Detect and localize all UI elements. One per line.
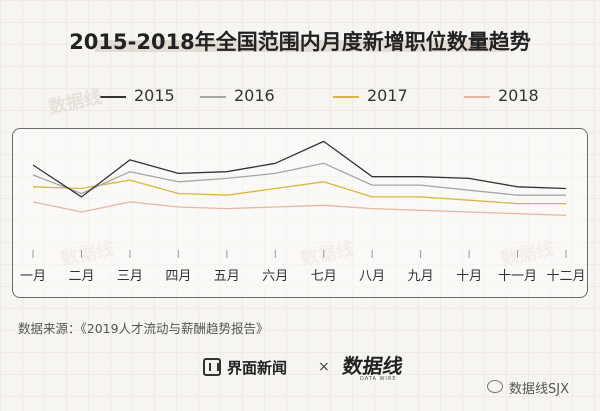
x-tick-label: 六月 [262,269,288,284]
x-tick-label: 七月 [311,269,337,284]
series-line-2017 [32,179,566,205]
legend-swatch [100,96,126,98]
legend-swatch [200,96,226,98]
legend-label: 2017 [367,86,408,105]
legend-label: 2018 [498,86,539,105]
wechat-account-label: 数据线SJX [509,382,569,397]
series-line-2015 [32,140,567,198]
x-tick-label: 十二月 [546,269,585,284]
x-tick-label: 十一月 [498,269,537,284]
data-source: 数据来源：《2019人才流动与薪酬趋势报告》 [18,321,269,336]
legend: 2015 2016 2017 2018 [0,84,600,110]
brand-jiemian-label: 界面新闻 [227,359,288,377]
x-tick-label: 八月 [359,269,385,284]
wechat-icon [487,380,503,393]
legend-label: 2016 [234,86,275,105]
x-tick-label: 一月 [20,269,46,284]
series-line-2016 [32,162,566,196]
separator-x: × [318,359,330,375]
x-tick-label: 九月 [408,269,434,284]
brand-datawire-sub: DATA WIRE [360,376,397,382]
x-tick-label: 四月 [165,269,191,284]
jiemian-logo-icon [203,358,221,376]
x-tick-label: 三月 [117,269,143,284]
series-line-2018 [32,201,567,217]
x-tick-label: 十月 [456,269,482,284]
x-tick-label: 二月 [68,269,94,284]
x-tick-label: 五月 [214,269,240,284]
chart-title: 2015-2018年全国范围内月度新增职位数量趋势 [69,30,531,54]
brand-datawire: 数据线 [341,354,405,378]
title-highlight [95,40,505,52]
legend-swatch [333,96,359,98]
legend-swatch [464,96,490,98]
legend-label: 2015 [134,86,175,105]
